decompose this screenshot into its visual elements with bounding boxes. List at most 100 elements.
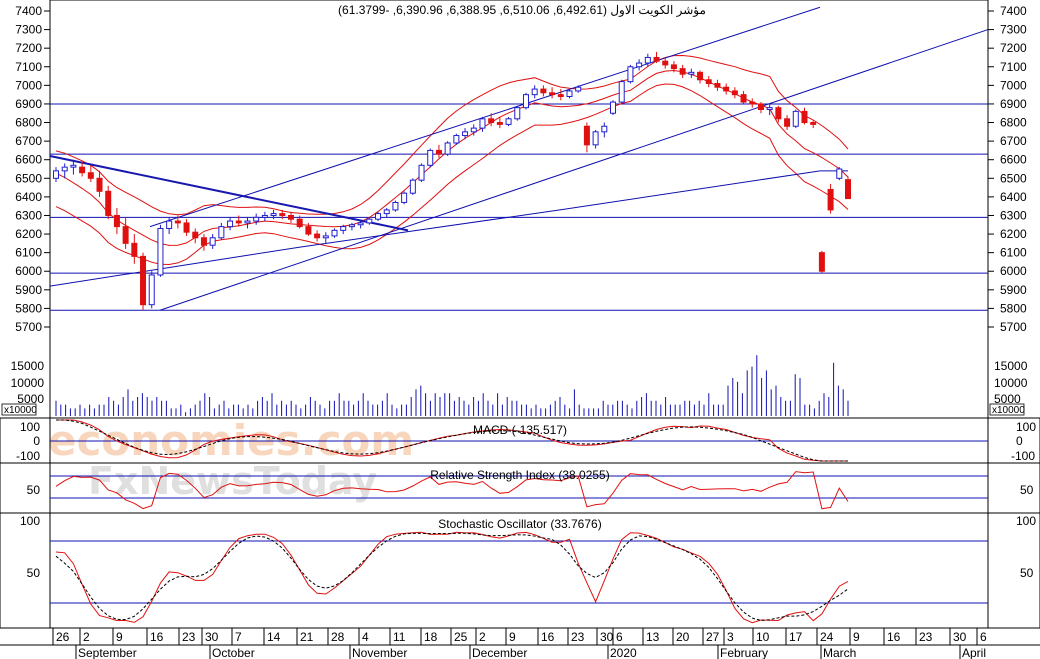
candle-down [296,218,303,228]
macd-tick-0-left: 0 [33,434,40,448]
candle-up [166,220,173,229]
candle-up [270,213,277,216]
candle-up [322,235,329,239]
bollinger-middle [55,69,849,246]
candle-up [627,66,634,83]
candle-up [375,213,382,220]
candle-up [505,118,512,125]
candle-up [53,170,59,179]
day-label: 16 [541,630,555,644]
stoch-label: Stochastic Oscillator (33.7676) [438,517,601,531]
candle-down [235,220,242,224]
price-label-right: 6100 [1000,246,1027,260]
volume-unit-right: x10000 [992,405,1025,416]
candle-up [218,226,225,239]
candle-up [227,220,234,228]
candle-down [749,101,756,105]
price-label-left: 7200 [15,41,42,55]
price-axis-ticks: 7400 7400 7300 7300 7200 7200 7100 7100 7000 7000… [15,4,1027,334]
candle-down [174,220,181,224]
candle-up [357,222,364,226]
candle-up [61,166,68,172]
day-label: 10 [756,630,770,644]
price-label-right: 6500 [1000,171,1027,185]
candle-down [140,255,147,306]
day-label: 6 [616,630,623,644]
candle-up [70,164,77,168]
candle-down [488,118,495,124]
indicator-lines [50,419,988,624]
macd-line [56,419,848,462]
candle-down [287,214,294,220]
volume-unit-box-left [1,403,37,416]
candle-down [540,88,547,94]
candle-up [766,107,773,111]
candle-down [653,56,660,62]
price-label-right: 7000 [1000,78,1027,92]
price-label-left: 6600 [15,153,42,167]
month-label: December [472,646,527,659]
candle-down [79,166,86,174]
candle-up [366,218,373,224]
day-label: 16 [887,630,901,644]
candle-down [183,222,190,233]
watermark-fxnewstoday: FxNewsToday [88,459,377,503]
price-label-left: 6800 [15,116,42,130]
candle-up [261,214,268,218]
rsi-line [55,471,849,510]
day-label: 7 [235,630,242,644]
stoch-k-line [55,531,849,624]
candle-up [209,237,216,246]
day-label: 23 [571,630,585,644]
price-label-left: 5700 [15,320,42,334]
price-label-right: 5800 [1000,301,1027,315]
day-label: 20 [676,630,690,644]
day-label: 25 [454,630,468,644]
stoch-tick-50-left: 50 [27,566,41,580]
candle-up [688,71,695,75]
stoch-d-line [55,532,849,622]
candle-down [801,110,808,124]
day-label: 11 [393,630,406,644]
candle-up [644,56,651,64]
candle-up [253,216,260,222]
candle-up [392,201,399,211]
candle-up [148,274,155,306]
candle-down [496,122,503,125]
candle-down [305,226,312,235]
candle-down [122,226,129,244]
candle-up [618,81,625,103]
volume-tick-15000-right: 15000 [994,359,1028,373]
rsi-tick-50-left: 50 [27,483,41,497]
day-label: 6 [980,630,987,644]
price-label-left: 6900 [15,97,42,111]
bollinger-upper [55,54,849,216]
candle-up [331,229,338,237]
day-label: 30 [953,630,967,644]
bollinger-lower [55,83,849,266]
candle-down [775,107,782,120]
channel-lower [159,29,989,311]
stoch-tick-100-right: 100 [1016,514,1036,528]
candle-up [522,94,529,109]
price-label-right: 6400 [1000,190,1027,204]
price-label-right: 7400 [1000,4,1027,18]
price-label-right: 6800 [1000,116,1027,130]
candle-down [731,90,738,96]
price-label-left: 6400 [15,190,42,204]
month-label: March [823,646,856,659]
downtrend-line [49,155,409,232]
price-label-right: 7300 [1000,23,1027,37]
price-label-right: 6200 [1000,227,1027,241]
candle-up [244,220,251,224]
candle-up [340,226,347,231]
day-label: 21 [300,630,314,644]
candle-up [514,107,521,120]
price-label-left: 7000 [15,78,42,92]
month-label: November [352,646,407,659]
price-label-right: 6000 [1000,264,1027,278]
macd-tick-neg100-right: -100 [1011,449,1035,463]
price-label-right: 6600 [1000,153,1027,167]
price-label-left: 6200 [15,227,42,241]
